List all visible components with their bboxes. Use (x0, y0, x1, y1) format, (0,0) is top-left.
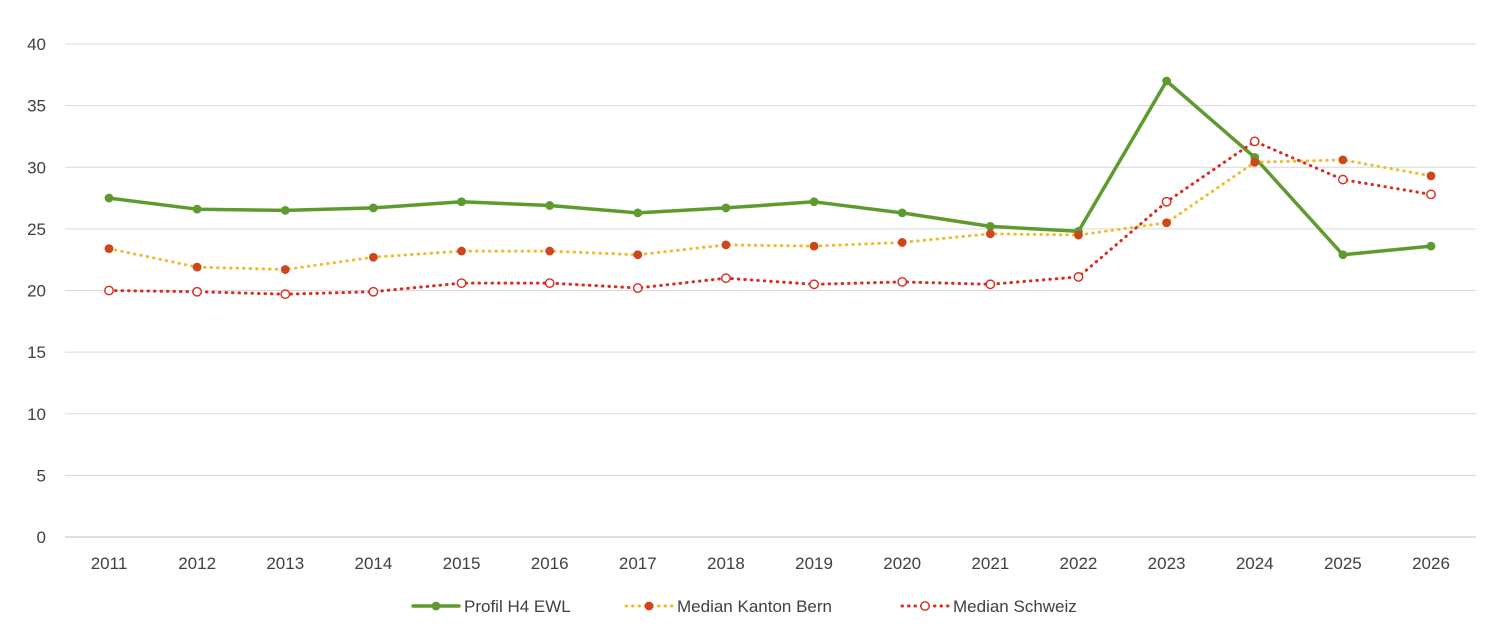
data-point (1073, 272, 1084, 282)
legend-label: Median Kanton Bern (677, 597, 832, 616)
data-point (545, 246, 555, 256)
data-point (1250, 157, 1260, 167)
x-tick-label: 2018 (707, 554, 745, 573)
data-point (633, 208, 643, 218)
data-point (369, 252, 378, 262)
data-point (1338, 250, 1348, 260)
data-point (369, 203, 378, 213)
y-tick-label: 20 (27, 282, 46, 301)
data-point (544, 278, 555, 289)
x-tick-label: 2014 (354, 554, 392, 573)
data-point (545, 201, 555, 210)
x-tick-label: 2016 (531, 554, 569, 573)
legend-label: Median Schweiz (953, 597, 1077, 616)
legend-entry: Median Schweiz (900, 597, 1077, 616)
x-tick-label: 2026 (1412, 554, 1450, 573)
y-tick-label: 0 (37, 528, 46, 547)
data-point (1162, 218, 1171, 228)
x-tick-label: 2022 (1060, 554, 1098, 573)
data-point (1337, 174, 1348, 185)
data-point (192, 286, 203, 297)
y-tick-label: 35 (27, 97, 46, 116)
data-point (1161, 196, 1172, 207)
data-point (280, 205, 290, 215)
data-point (1426, 241, 1436, 251)
legend-entry: Median Kanton Bern (624, 597, 832, 616)
data-point (457, 246, 466, 256)
x-axis: 2011 2012 2013 2014 2015 2016 2017 2018 2019 2020… (91, 554, 1450, 573)
x-tick-label: 2019 (795, 554, 833, 573)
legend-entry: Profil H4 EWL (411, 597, 571, 616)
data-point (721, 273, 731, 284)
data-point (104, 244, 114, 253)
x-tick-label: 2013 (266, 554, 304, 573)
data-point (633, 250, 643, 260)
series-profil-h4-ewl (104, 76, 1436, 260)
data-point (721, 203, 731, 213)
data-point (280, 289, 291, 300)
data-point (809, 241, 819, 251)
data-point (897, 238, 907, 247)
data-point (1338, 155, 1348, 165)
series-line (107, 79, 1433, 257)
data-point (1162, 76, 1171, 86)
data-point (1426, 171, 1436, 181)
x-tick-label: 2023 (1148, 554, 1186, 573)
legend-swatch-marker (644, 601, 654, 611)
x-tick-label: 2015 (443, 554, 481, 573)
data-point (985, 222, 995, 231)
y-axis: 0 5 10 15 20 25 30 35 40 (27, 35, 46, 547)
series-line (107, 158, 1433, 271)
data-point (104, 193, 114, 203)
y-tick-label: 40 (27, 35, 46, 54)
data-point (280, 265, 290, 274)
data-point (457, 197, 466, 207)
y-tick-label: 30 (27, 158, 46, 177)
data-point (192, 262, 202, 272)
data-point (632, 283, 643, 293)
gridlines (65, 43, 1476, 538)
series-group (104, 76, 1436, 300)
data-point (809, 197, 819, 207)
y-tick-label: 25 (27, 220, 46, 239)
y-tick-label: 5 (37, 466, 46, 485)
data-point (897, 208, 907, 218)
data-point (985, 279, 996, 290)
data-point (1426, 189, 1436, 200)
series-line (107, 139, 1433, 296)
x-tick-label: 2024 (1236, 554, 1274, 573)
data-point (368, 286, 379, 297)
y-tick-label: 10 (27, 405, 46, 424)
legend: Profil H4 EWL Median Kanton Bern Median Sc… (411, 597, 1077, 616)
legend-swatch-marker (920, 601, 930, 611)
x-tick-label: 2012 (178, 554, 216, 573)
data-point (456, 278, 467, 289)
x-tick-label: 2025 (1324, 554, 1362, 573)
data-point (809, 279, 819, 290)
legend-swatch-marker (431, 601, 441, 611)
series-median-kanton-bern (104, 155, 1436, 274)
x-tick-label: 2017 (619, 554, 657, 573)
x-tick-label: 2021 (971, 554, 1009, 573)
data-point (897, 276, 908, 287)
data-point (192, 204, 202, 214)
y-tick-label: 15 (27, 343, 46, 362)
data-point (1074, 230, 1083, 240)
series-median-schweiz (104, 136, 1436, 300)
data-point (104, 285, 114, 296)
data-point (721, 240, 731, 250)
data-point (985, 229, 995, 239)
x-tick-label: 2020 (883, 554, 921, 573)
data-point (1249, 136, 1260, 147)
legend-label: Profil H4 EWL (464, 597, 571, 616)
x-tick-label: 2011 (91, 554, 128, 573)
